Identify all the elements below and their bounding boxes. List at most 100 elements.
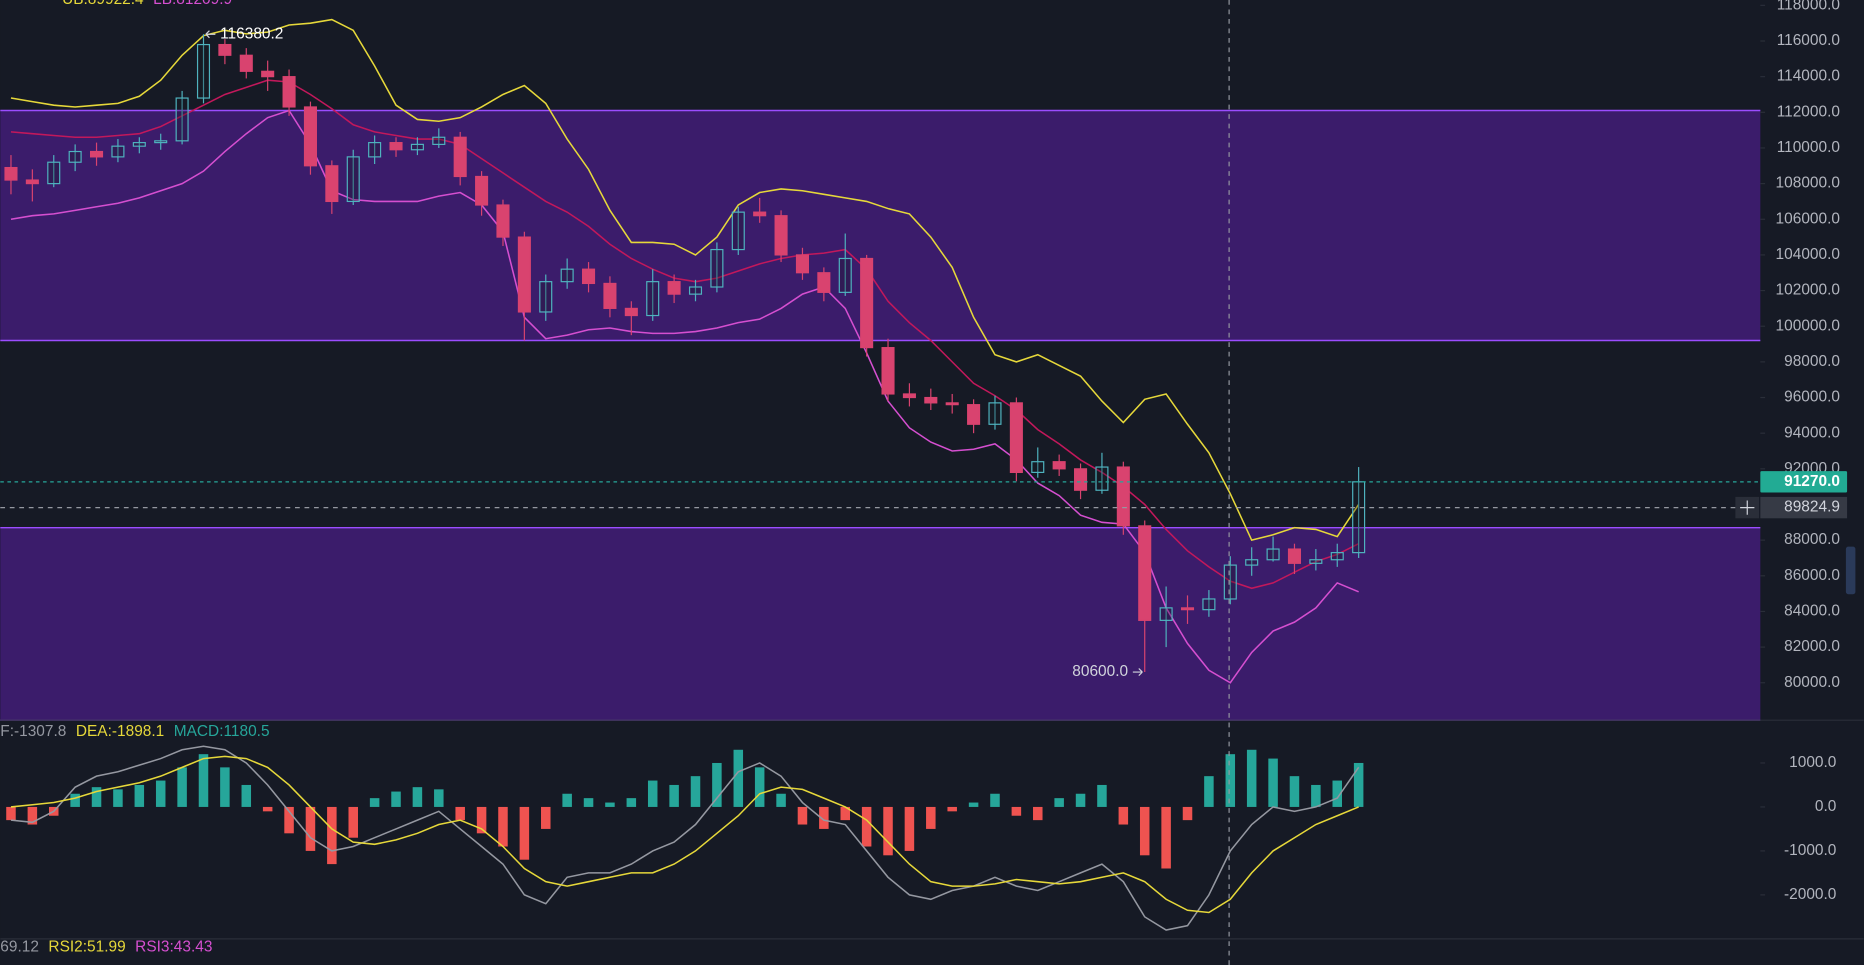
- candle-body: [239, 54, 253, 72]
- macd-bar: [134, 784, 145, 807]
- macd-bar: [1097, 784, 1107, 807]
- candle-body: [154, 140, 168, 144]
- macd-bar: [583, 798, 594, 807]
- candle-body: [1223, 564, 1237, 600]
- macd-bar: [712, 762, 722, 807]
- macd-bar: [369, 798, 380, 807]
- macd-bar: [27, 806, 38, 825]
- scroll-handle[interactable]: [1845, 546, 1856, 595]
- macd-bar: [1225, 754, 1236, 807]
- macd-bar: [840, 806, 850, 821]
- bollinger-line: [10, 79, 1359, 590]
- macd-bar: [305, 806, 316, 851]
- macd-bar: [1246, 749, 1257, 807]
- candle-body: [582, 268, 596, 285]
- y-tick-label: 100000.0: [1776, 317, 1840, 334]
- candle-body: [196, 43, 211, 99]
- macd-bar: [1353, 762, 1364, 807]
- candle-body: [1330, 552, 1344, 561]
- candle-body: [1245, 559, 1259, 566]
- y-tick-label: -2000.0: [1784, 886, 1836, 903]
- legend-entry: RSI3:43.43: [135, 938, 212, 955]
- y-tick-label: 116000.0: [1777, 32, 1840, 49]
- macd-bar: [1075, 793, 1086, 807]
- y-tick-label: 106000.0: [1776, 210, 1840, 227]
- candle-body: [539, 281, 553, 313]
- macd-bar: [797, 806, 808, 825]
- last-price-label: 91270.0: [1784, 473, 1840, 490]
- candle-body: [111, 145, 125, 158]
- candle-body: [945, 402, 959, 406]
- crosshair-price-tag: [1760, 496, 1848, 519]
- macd-bar: [284, 806, 294, 834]
- macd-bar: [476, 806, 487, 834]
- candle-body: [368, 142, 382, 158]
- macd-bar: [1204, 776, 1214, 807]
- macd-bar: [391, 791, 401, 807]
- y-tick-label: 110000.0: [1777, 139, 1840, 156]
- candle-body: [603, 282, 617, 309]
- macd-bar: [562, 793, 572, 807]
- legend-entry: RSI2:51.99: [48, 938, 125, 955]
- bollinger-line: [10, 109, 1359, 684]
- candle-body: [1159, 607, 1173, 621]
- candle-body: [1031, 461, 1045, 473]
- candle-body: [496, 204, 510, 238]
- candle-body: [4, 166, 18, 181]
- candle-body: [624, 307, 638, 317]
- candle-body: [731, 211, 745, 251]
- macd-bar: [669, 784, 679, 807]
- candle-body: [1202, 598, 1216, 611]
- macd-bar: [626, 798, 637, 807]
- y-tick-label: 98000.0: [1784, 353, 1840, 370]
- y-tick-label: 96000.0: [1784, 389, 1840, 406]
- candle-body: [282, 76, 296, 108]
- candle-body: [1095, 466, 1109, 491]
- macd-bar: [113, 789, 123, 807]
- macd-bar: [861, 806, 872, 847]
- candle-body: [1116, 466, 1130, 527]
- macd-bar: [455, 806, 465, 821]
- candle-body: [432, 136, 446, 145]
- candle-body: [1052, 461, 1066, 470]
- candle-body: [410, 143, 424, 151]
- y-tick-label: 86000.0: [1784, 567, 1840, 584]
- y-tick-label: 104000.0: [1776, 246, 1840, 263]
- macd-bar: [1011, 806, 1022, 816]
- macd-bar: [1311, 784, 1321, 807]
- macd-bar: [990, 793, 1000, 807]
- crosshair-price-label: 89824.9: [1784, 499, 1840, 516]
- macd-bar: [262, 806, 273, 812]
- y-tick-label: 94000.0: [1784, 424, 1840, 441]
- y-tick-label: 112000.0: [1777, 103, 1840, 120]
- candle-body: [838, 257, 852, 293]
- macd-line: [10, 755, 1359, 914]
- macd-bar: [904, 806, 915, 851]
- macd-bar: [1182, 806, 1193, 821]
- candle-body: [325, 165, 339, 203]
- macd-bar: [1289, 776, 1300, 807]
- macd-bar: [647, 780, 658, 807]
- candle-body: [1309, 559, 1323, 564]
- macd-bar: [327, 806, 337, 865]
- macd-bar: [968, 802, 979, 807]
- macd-bar: [1054, 798, 1064, 807]
- candle-body: [218, 43, 232, 56]
- candle-body: [1266, 548, 1280, 561]
- candle-body: [175, 97, 189, 142]
- macd-bar: [1332, 780, 1343, 807]
- y-tick-label: 108000.0: [1776, 175, 1840, 192]
- zone: [0, 110, 1761, 341]
- candle-body: [453, 136, 467, 178]
- candle-body: [1074, 468, 1088, 491]
- macd-bar: [177, 767, 187, 807]
- candle-body: [261, 70, 275, 78]
- candle-body: [25, 179, 39, 185]
- y-tick-label: 118000.0: [1777, 0, 1840, 13]
- macd-bar: [198, 754, 209, 807]
- macd-bar: [6, 806, 16, 821]
- y-tick-label: 84000.0: [1784, 603, 1840, 620]
- bollinger-line: [10, 18, 1360, 542]
- macd-bar: [241, 784, 252, 807]
